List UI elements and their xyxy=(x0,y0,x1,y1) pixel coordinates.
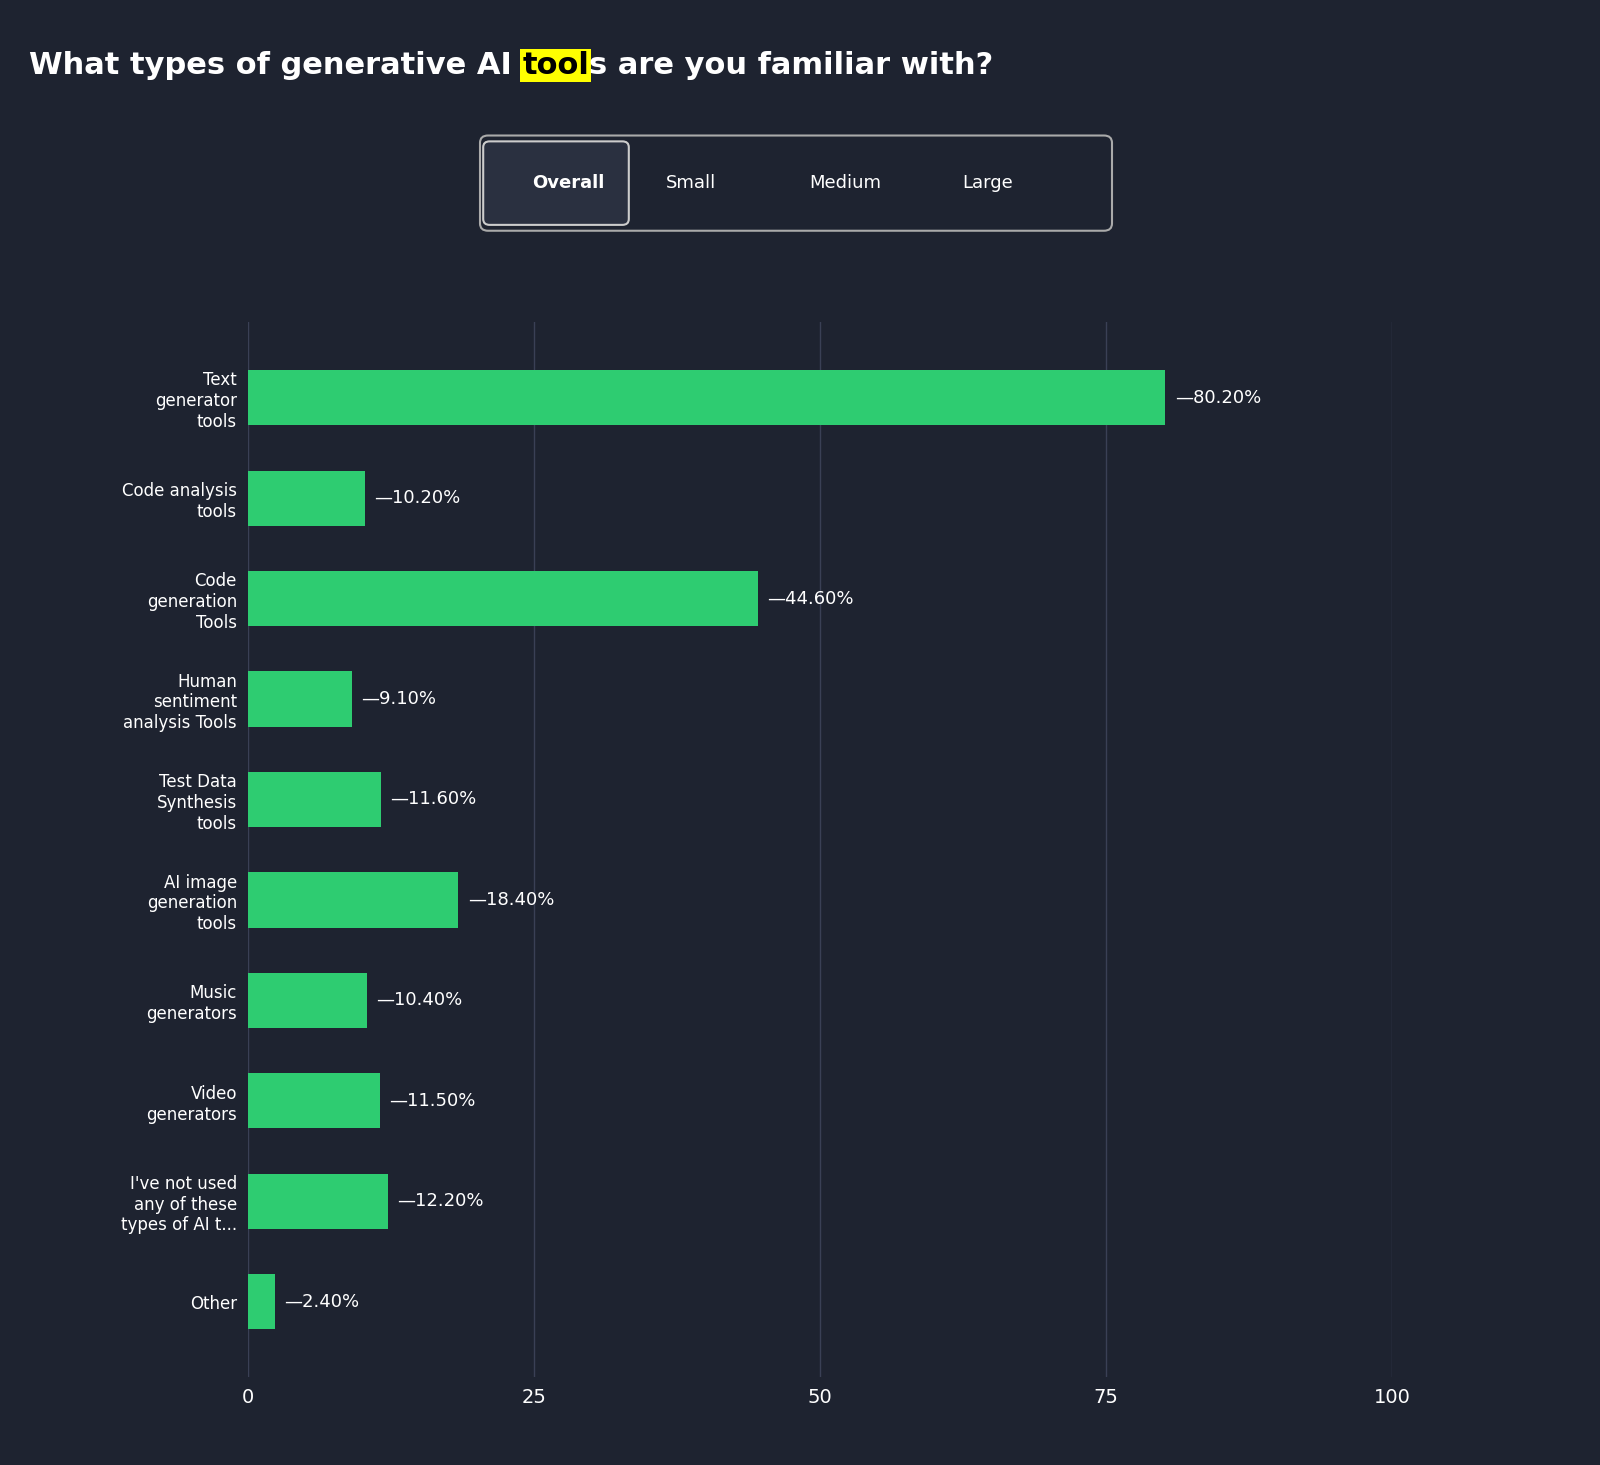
Text: —11.50%: —11.50% xyxy=(389,1091,475,1109)
Bar xyxy=(248,1173,387,1229)
Bar xyxy=(248,1072,379,1128)
Text: —44.60%: —44.60% xyxy=(768,590,854,608)
Text: —9.10%: —9.10% xyxy=(362,690,437,708)
Text: Small: Small xyxy=(666,174,717,192)
Bar xyxy=(248,470,365,526)
Text: —11.60%: —11.60% xyxy=(390,791,477,809)
Bar xyxy=(248,671,352,727)
Text: Medium: Medium xyxy=(810,174,882,192)
Bar xyxy=(248,872,459,927)
Text: —18.40%: —18.40% xyxy=(467,891,554,908)
Text: What types of generative AI: What types of generative AI xyxy=(29,51,522,81)
Text: —2.40%: —2.40% xyxy=(285,1292,360,1311)
Text: tool: tool xyxy=(522,51,589,81)
Bar xyxy=(248,772,381,828)
Text: —12.20%: —12.20% xyxy=(397,1193,483,1210)
Text: s are you familiar with?: s are you familiar with? xyxy=(589,51,994,81)
Text: —10.40%: —10.40% xyxy=(376,992,462,1009)
Text: Overall: Overall xyxy=(531,174,605,192)
Text: —10.20%: —10.20% xyxy=(374,489,461,507)
Bar xyxy=(248,571,758,627)
Bar xyxy=(248,371,1165,425)
Text: —80.20%: —80.20% xyxy=(1174,388,1261,407)
Bar xyxy=(248,973,366,1028)
Text: Large: Large xyxy=(962,174,1013,192)
Bar xyxy=(248,1275,275,1329)
